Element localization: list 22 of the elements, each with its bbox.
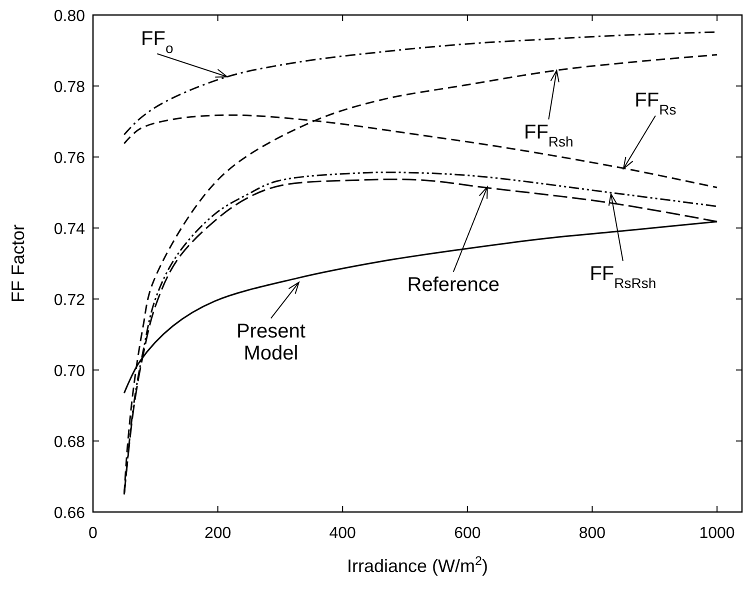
x-tick-label: 800 [578, 525, 606, 542]
y-tick-label: 0.78 [54, 79, 86, 96]
y-axis-title: FF Factor [8, 224, 28, 303]
y-tick-label: 0.70 [54, 363, 86, 380]
x-tick-label: 600 [454, 525, 481, 542]
y-tick-label: 0.72 [54, 292, 86, 309]
x-tick-label: 400 [329, 525, 356, 542]
y-tick-label: 0.66 [54, 505, 86, 522]
annotation: FF$_{o}$ [141, 28, 174, 56]
y-tick-label: 0.76 [54, 150, 86, 167]
y-tick-label: 0.74 [54, 221, 86, 238]
y-tick-label: 0.80 [54, 8, 86, 25]
annotation: Reference [407, 274, 500, 296]
annotation: FF$_{Rsh}$ [524, 121, 574, 150]
x-tick-label: 1000 [699, 525, 735, 542]
annotation: FF$_{RsRsh}$ [590, 262, 656, 291]
annotation: FF$_{Rs}$ [634, 90, 676, 118]
annotation: Present Model [236, 320, 306, 364]
y-tick-label: 0.68 [54, 434, 86, 451]
x-axis-title: Irradiance (W/m$^{2}$) [346, 554, 488, 576]
x-tick-label: 0 [88, 525, 98, 542]
x-tick-label: 200 [204, 525, 232, 542]
